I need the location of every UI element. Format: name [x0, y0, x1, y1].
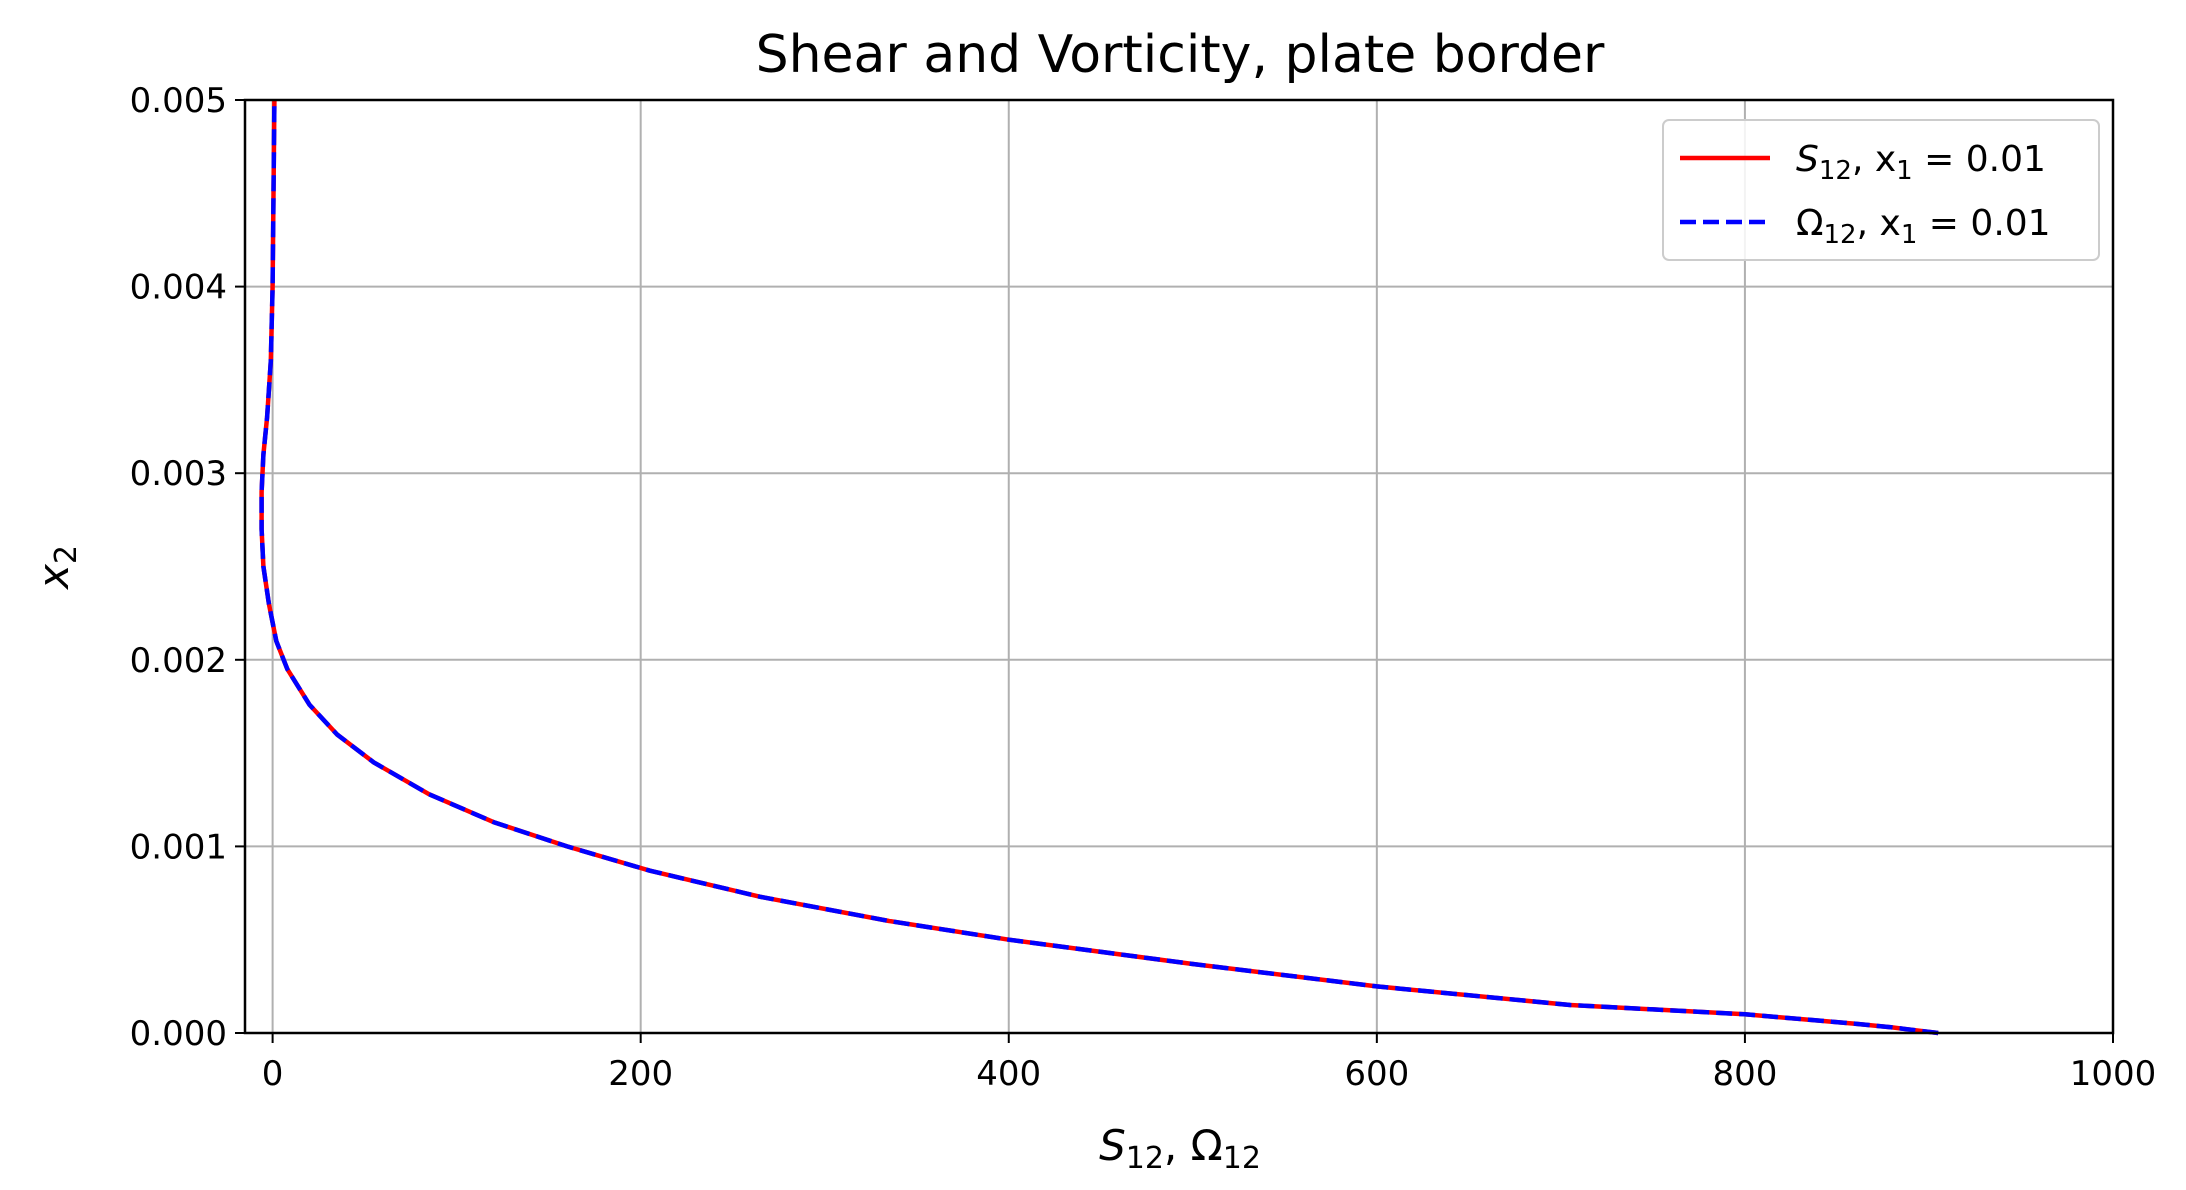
chart-title: Shear and Vorticity, plate border: [756, 25, 1605, 85]
series-layer: [259, 99, 1939, 1036]
x-tick-label: 0: [262, 1054, 284, 1094]
x-tick-label: 200: [608, 1054, 673, 1094]
y-tick-label: 0.001: [130, 827, 227, 867]
x-tick-label: 600: [1344, 1054, 1409, 1094]
x-tick-label: 1000: [2070, 1054, 2157, 1094]
x-axis-label: S12, Ω12: [1099, 1121, 1261, 1176]
x-tick-label: 400: [976, 1054, 1041, 1094]
y-axis-label: x2: [29, 545, 84, 591]
y-tick-label: 0.003: [130, 454, 227, 494]
legend: S12, x1 = 0.01 Ω12, x1 = 0.01: [1662, 119, 2100, 261]
plot-frame: [243, 98, 2115, 1035]
legend-box: [1662, 119, 2100, 261]
legend-label-s12: S12, x1 = 0.01: [1796, 139, 2046, 186]
series-line-omega12: [259, 99, 1939, 1036]
y-tick-label: 0.005: [130, 81, 227, 121]
axis-ticks: 0 200 400 600 800 1000 0.000 0.001 0.002 0.003 0.0…: [130, 81, 2157, 1094]
legend-label-omega12: Ω12, x1 = 0.01: [1796, 203, 2051, 250]
y-tick-label: 0.004: [130, 268, 227, 308]
y-tick-label: 0.002: [130, 641, 227, 681]
x-tick-label: 800: [1712, 1054, 1777, 1094]
y-tick-label: 0.000: [130, 1014, 227, 1054]
